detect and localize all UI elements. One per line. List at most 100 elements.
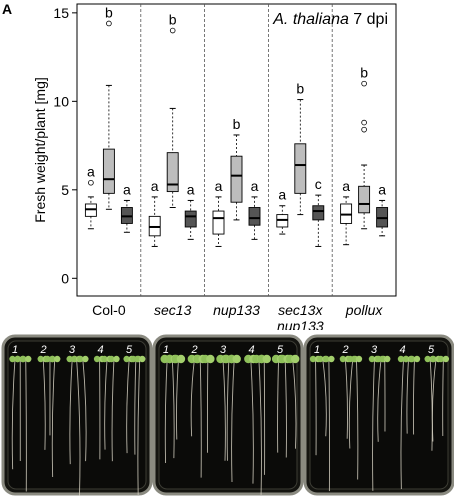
box-plot-figure: A 0 5 10 15 Fresh weight/plant [mg] A. thalia… [2,1,397,330]
title-species: A. thaliana [272,11,349,28]
seedling-leaf [397,355,405,363]
seedling-line-number: 3 [371,344,378,356]
plate-agar [309,340,449,490]
seedling-root [406,359,409,434]
seedling-root [134,359,137,455]
seedling-line-number: 1 [314,344,320,356]
seedling-leaf [54,355,61,363]
seedling-leaf [413,355,421,363]
seedling-leaf [113,355,120,363]
seedling-root [348,359,354,449]
seedling-leaf [442,355,450,363]
seedling-leaf [206,354,215,364]
seedling-leaf [323,355,330,363]
seedling-line-number: 5 [277,344,284,356]
outlier-point [361,119,367,126]
seedling-leaf [437,355,445,363]
seedling-leaf [14,355,21,363]
seedling-leaf [44,355,51,363]
seedling-root [126,359,130,454]
seedling-line-number: 2 [190,344,197,356]
seedling-leaf [384,355,391,363]
seedling-leaf [317,355,324,363]
significance-letter: b [105,4,113,20]
seedling-root [25,359,27,492]
seedling-line-number: 4 [399,344,405,356]
seedling-leaf [430,355,437,363]
plate-agar [158,340,298,490]
significance-letter: b [296,81,304,97]
seedling-plates-photo: 1 2 3 4 5 1 2 3 4 5 1 2 3 4 5 [0,330,454,496]
plot-frame [76,3,397,297]
seedling-line-number: 4 [248,344,254,356]
seedling-leaf [82,355,89,363]
plate-agar [7,340,147,490]
seedling-leaf [291,354,300,364]
significance-letter: b [360,65,368,81]
x-tick-label: pollux [345,302,384,318]
seedling-leaf [350,355,358,363]
x-tick-label: sec13x [278,302,323,318]
seedling-leaf [70,355,78,363]
chart-title: A. thaliana 7 dpi [272,11,388,28]
seedling-root [51,359,56,478]
seedling-line-number: 4 [97,344,103,356]
seedling-leaf [123,355,130,363]
seedling-root [190,359,195,437]
box-iqr [294,143,307,194]
y-tick-label: 10 [53,93,69,109]
x-tick-label: Col-0 [92,302,126,318]
y-tick-label: 0 [61,270,69,286]
seedling-leaf [25,355,32,363]
significance-letter: a [251,178,259,194]
petri-plate: 1 2 3 4 5 [303,334,454,496]
seedling-root [171,359,175,459]
seedling-leaf [355,355,363,363]
seedling-line-number: 2 [39,344,46,356]
seedling-leaf [49,355,56,363]
box-iqr [184,210,197,228]
outlier-point [361,80,367,87]
seedling-root [137,359,141,495]
seedling-line-number: 3 [220,344,227,356]
y-tick-label: 5 [61,182,69,198]
seedling-root [69,359,73,465]
seedling-line-number: 5 [428,344,435,356]
seedling-root [412,359,415,435]
seedling-leaf [176,354,186,364]
significance-letter: c [315,176,322,192]
seedling-root [199,359,202,478]
petri-plate: 1 2 3 4 5 [152,334,304,496]
seedling-root [377,359,382,442]
box-iqr [230,155,243,203]
chart-area: 0 5 10 15 Fresh weight/plant [mg] A. thaliana… [32,3,397,330]
significance-letter: a [87,164,95,180]
significance-letter: b [169,12,177,28]
box-iqr [248,207,261,226]
significance-letter: a [342,178,350,194]
seedling-line-number: 2 [341,344,348,356]
seedling-leaf [328,355,335,363]
significance-letter: b [233,116,241,132]
seedling-root [76,359,81,496]
box-iqr [212,210,225,235]
seedling-leaf [93,355,101,363]
y-tick-label: 15 [53,5,69,21]
seedling-leaf [9,355,16,363]
seedling-leaf [108,355,115,363]
seedling-leaf [309,355,317,363]
seedling-leaf [101,355,108,363]
significance-letter: a [215,178,223,194]
significance-letter: a [123,181,131,197]
petri-plate: 1 2 3 4 5 [1,334,153,496]
seedling-leaf [408,355,416,363]
seedling-root [164,359,168,463]
seedling-root [284,359,287,458]
x-tick-label: sec13 [154,302,192,318]
significance-letter: a [151,178,159,194]
seedling-root [250,359,254,484]
seedling-root [231,359,235,483]
outlier-point [361,126,367,133]
seedling-root [292,359,297,449]
